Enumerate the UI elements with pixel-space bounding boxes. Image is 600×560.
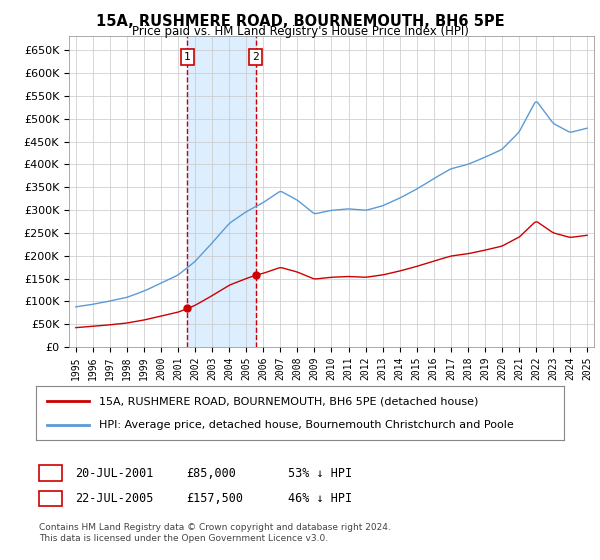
Text: 46% ↓ HPI: 46% ↓ HPI	[288, 492, 352, 505]
Bar	[187, 36, 256, 347]
Text: £157,500: £157,500	[186, 492, 243, 505]
Text: 2: 2	[252, 52, 259, 62]
Text: 15A, RUSHMERE ROAD, BOURNEMOUTH, BH6 5PE (detached house): 15A, RUSHMERE ROAD, BOURNEMOUTH, BH6 5PE…	[100, 396, 479, 407]
Text: 22-JUL-2005: 22-JUL-2005	[75, 492, 154, 505]
Text: 2: 2	[47, 492, 54, 505]
Text: 20-JUL-2001: 20-JUL-2001	[75, 466, 154, 480]
Text: 1: 1	[47, 466, 54, 480]
Text: Price paid vs. HM Land Registry's House Price Index (HPI): Price paid vs. HM Land Registry's House …	[131, 25, 469, 38]
Text: 1: 1	[184, 52, 191, 62]
Text: 15A, RUSHMERE ROAD, BOURNEMOUTH, BH6 5PE: 15A, RUSHMERE ROAD, BOURNEMOUTH, BH6 5PE	[95, 14, 505, 29]
FancyBboxPatch shape	[39, 491, 62, 506]
Text: Contains HM Land Registry data © Crown copyright and database right 2024.
This d: Contains HM Land Registry data © Crown c…	[39, 524, 391, 543]
Text: £85,000: £85,000	[186, 466, 236, 480]
FancyBboxPatch shape	[39, 465, 62, 481]
Text: 53% ↓ HPI: 53% ↓ HPI	[288, 466, 352, 480]
Text: HPI: Average price, detached house, Bournemouth Christchurch and Poole: HPI: Average price, detached house, Bour…	[100, 419, 514, 430]
